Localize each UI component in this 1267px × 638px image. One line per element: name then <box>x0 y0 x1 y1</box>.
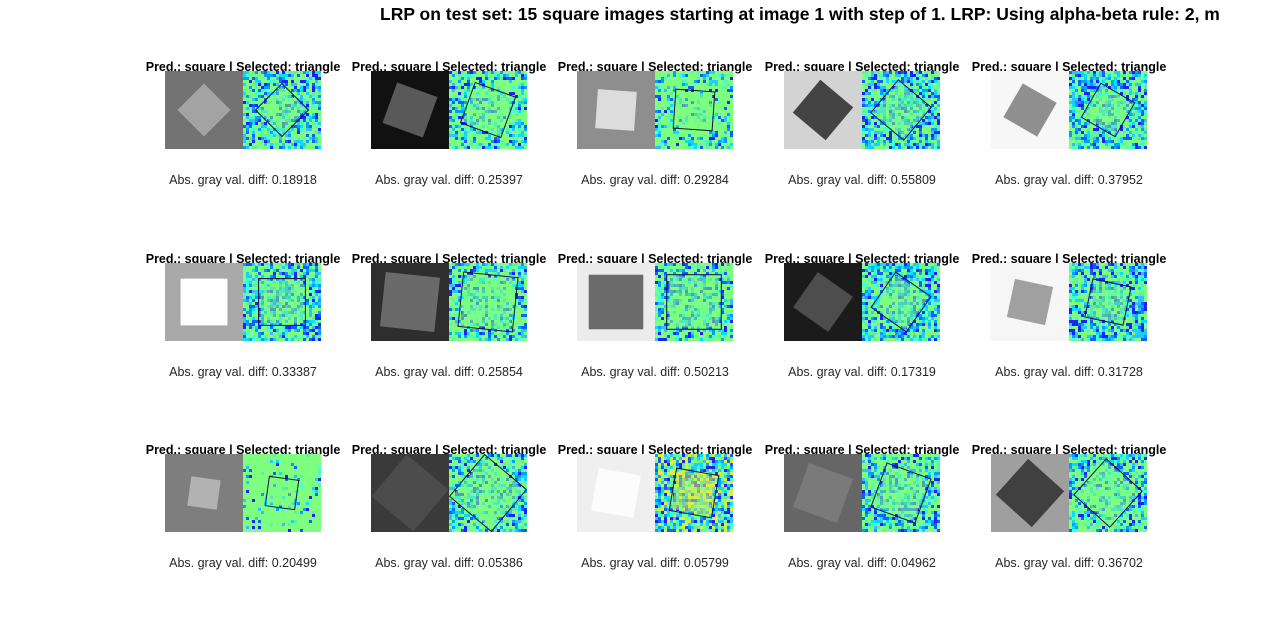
relevance-heatmap <box>1069 263 1147 341</box>
panel-image-pair <box>165 263 321 341</box>
panel-image-pair <box>784 454 940 532</box>
lrp-panel: Pred.: square | Selected: triangle Abs. g… <box>346 443 552 583</box>
panel-title: Pred.: square | Selected: triangle <box>764 252 960 266</box>
lrp-panel: Pred.: square | Selected: triangle Abs. g… <box>346 252 552 392</box>
panel-caption: Abs. gray val. diff: 0.31728 <box>995 365 1143 379</box>
lrp-panel: Pred.: square | Selected: triangle Abs. g… <box>552 443 758 583</box>
input-image <box>991 71 1069 149</box>
panel-caption: Abs. gray val. diff: 0.05386 <box>375 556 523 570</box>
lrp-panel: Pred.: square | Selected: triangle Abs. g… <box>552 60 758 200</box>
input-image <box>577 454 655 532</box>
relevance-heatmap <box>243 263 321 341</box>
panel-caption: Abs. gray val. diff: 0.37952 <box>995 173 1143 187</box>
panel-caption: Abs. gray val. diff: 0.50213 <box>581 365 729 379</box>
input-image <box>165 71 243 149</box>
lrp-panel: Pred.: square | Selected: triangle Abs. g… <box>552 252 758 392</box>
lrp-panel: Pred.: square | Selected: triangle Abs. g… <box>759 252 965 392</box>
panel-title: Pred.: square | Selected: triangle <box>971 252 1167 266</box>
relevance-heatmap <box>655 454 733 532</box>
relevance-heatmap <box>862 454 940 532</box>
panel-title: Pred.: square | Selected: triangle <box>557 60 753 74</box>
relevance-heatmap <box>243 71 321 149</box>
input-image <box>371 71 449 149</box>
panel-image-pair <box>784 71 940 149</box>
panel-title: Pred.: square | Selected: triangle <box>971 443 1167 457</box>
panel-caption: Abs. gray val. diff: 0.20499 <box>169 556 317 570</box>
panel-caption: Abs. gray val. diff: 0.25397 <box>375 173 523 187</box>
input-image <box>165 454 243 532</box>
panel-title: Pred.: square | Selected: triangle <box>764 443 960 457</box>
panel-title: Pred.: square | Selected: triangle <box>557 443 753 457</box>
panel-image-pair <box>165 71 321 149</box>
panel-caption: Abs. gray val. diff: 0.17319 <box>788 365 936 379</box>
panel-caption: Abs. gray val. diff: 0.05799 <box>581 556 729 570</box>
relevance-heatmap <box>655 71 733 149</box>
relevance-heatmap <box>448 454 527 532</box>
input-image <box>784 71 862 149</box>
panel-caption: Abs. gray val. diff: 0.36702 <box>995 556 1143 570</box>
input-image <box>784 454 862 532</box>
relevance-heatmap <box>862 263 940 341</box>
lrp-panel: Pred.: square | Selected: triangle Abs. g… <box>759 443 965 583</box>
panel-title: Pred.: square | Selected: triangle <box>557 252 753 266</box>
relevance-heatmap <box>449 263 527 341</box>
panel-title: Pred.: square | Selected: triangle <box>145 443 341 457</box>
panel-caption: Abs. gray val. diff: 0.33387 <box>169 365 317 379</box>
panel-caption: Abs. gray val. diff: 0.04962 <box>788 556 936 570</box>
panel-caption: Abs. gray val. diff: 0.29284 <box>581 173 729 187</box>
panel-title: Pred.: square | Selected: triangle <box>145 252 341 266</box>
panel-title: Pred.: square | Selected: triangle <box>971 60 1167 74</box>
panel-image-pair <box>371 454 527 532</box>
input-image <box>371 454 449 532</box>
figure-title: LRP on test set: 15 square images starti… <box>380 4 1220 24</box>
panel-image-pair <box>577 454 733 532</box>
panel-image-pair <box>577 263 733 341</box>
panel-title: Pred.: square | Selected: triangle <box>351 443 547 457</box>
input-image <box>784 263 862 341</box>
relevance-heatmap <box>655 263 733 341</box>
lrp-panel: Pred.: square | Selected: triangle Abs. g… <box>140 60 346 200</box>
panel-image-pair <box>577 71 733 149</box>
lrp-panel: Pred.: square | Selected: triangle Abs. g… <box>966 252 1172 392</box>
panel-image-pair <box>784 263 940 341</box>
panel-title: Pred.: square | Selected: triangle <box>351 252 547 266</box>
lrp-panel: Pred.: square | Selected: triangle Abs. g… <box>140 252 346 392</box>
panel-image-pair <box>371 71 527 149</box>
relevance-heatmap <box>449 71 527 149</box>
relevance-heatmap <box>862 71 940 149</box>
input-image <box>577 71 655 149</box>
lrp-panel: Pred.: square | Selected: triangle Abs. g… <box>140 443 346 583</box>
input-image <box>371 263 449 341</box>
relevance-heatmap <box>243 454 321 532</box>
panel-image-pair <box>991 263 1147 341</box>
relevance-heatmap <box>1069 71 1147 149</box>
panel-image-pair <box>165 454 321 532</box>
input-image <box>577 263 655 341</box>
lrp-panel: Pred.: square | Selected: triangle Abs. g… <box>346 60 552 200</box>
panel-image-pair <box>991 454 1147 532</box>
input-image <box>991 263 1069 341</box>
panel-title: Pred.: square | Selected: triangle <box>351 60 547 74</box>
input-image <box>165 263 243 341</box>
panel-caption: Abs. gray val. diff: 0.55809 <box>788 173 936 187</box>
input-image <box>991 454 1069 532</box>
panel-image-pair <box>991 71 1147 149</box>
panel-title: Pred.: square | Selected: triangle <box>764 60 960 74</box>
panel-caption: Abs. gray val. diff: 0.18918 <box>169 173 317 187</box>
panel-title: Pred.: square | Selected: triangle <box>145 60 341 74</box>
panel-image-pair <box>371 263 527 341</box>
lrp-panel: Pred.: square | Selected: triangle Abs. g… <box>966 60 1172 200</box>
lrp-panel: Pred.: square | Selected: triangle Abs. g… <box>759 60 965 200</box>
lrp-panel: Pred.: square | Selected: triangle Abs. g… <box>966 443 1172 583</box>
relevance-heatmap <box>1069 454 1147 532</box>
panel-caption: Abs. gray val. diff: 0.25854 <box>375 365 523 379</box>
